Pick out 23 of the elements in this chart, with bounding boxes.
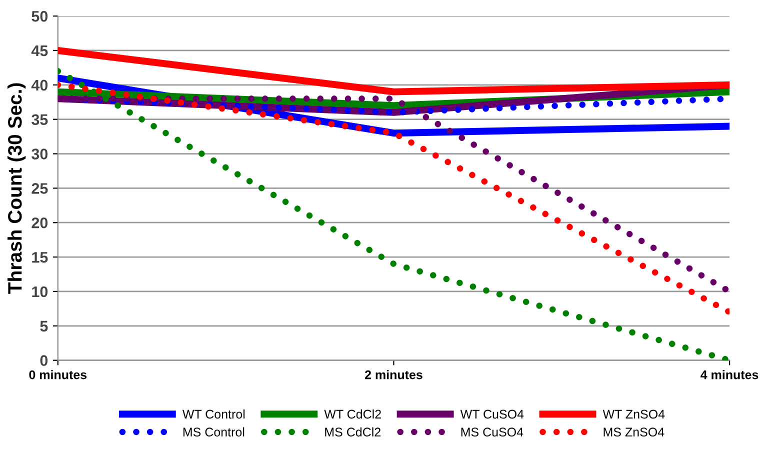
x-tick-label: 2 minutes: [364, 370, 422, 380]
legend-label: MS ZnSO4: [604, 428, 664, 437]
legend-label: WT CuSO4: [460, 410, 524, 419]
y-axis-title: Thrash Count (30 Sec.): [8, 83, 26, 294]
x-tick-label: 0 minutes: [29, 370, 87, 380]
y-tick-label: 20: [32, 217, 48, 228]
x-tick-label: 4 minutes: [700, 370, 758, 380]
legend-label: WT ZnSO4: [602, 410, 665, 419]
y-tick-label: 35: [32, 114, 48, 126]
y-tick-label: 5: [40, 320, 48, 332]
y-tick-label: 45: [31, 46, 48, 56]
y-tick-label: 15: [32, 252, 48, 263]
legend-label: WT Control: [182, 409, 245, 419]
y-tick-label: 25: [32, 183, 48, 194]
y-tick-label: 10: [32, 286, 48, 298]
y-tick-label: 0: [40, 355, 48, 366]
y-tick-label: 50: [32, 10, 48, 22]
legend-label: MS CdCl2: [325, 427, 380, 437]
y-tick-label: 40: [31, 80, 48, 91]
legend-label: WT CdCl2: [324, 409, 381, 419]
y-tick-label: 30: [32, 148, 48, 160]
legend-label: MS CuSO4: [461, 428, 524, 437]
legend-label: MS Control: [183, 427, 244, 437]
